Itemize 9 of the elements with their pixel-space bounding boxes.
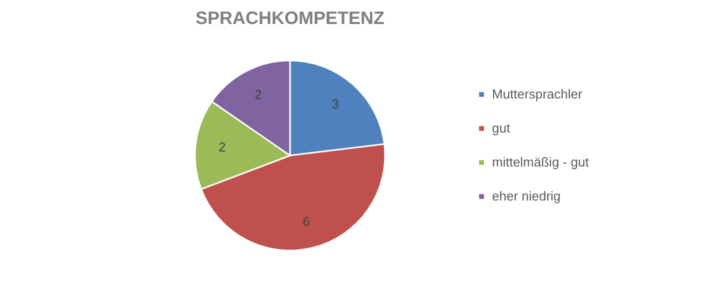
data-label: 2 [218, 139, 226, 154]
data-label: 6 [302, 214, 310, 229]
legend-label: Muttersprachler [492, 86, 583, 102]
data-label: 2 [254, 86, 262, 102]
legend-label: mittelmäßig - gut [492, 154, 590, 170]
legend-label: eher niedrig [492, 188, 561, 204]
legend-label: gut [492, 120, 510, 136]
data-label: 3 [332, 96, 339, 112]
chart-title: SPRACHKOMPETENZ [195, 8, 385, 28]
